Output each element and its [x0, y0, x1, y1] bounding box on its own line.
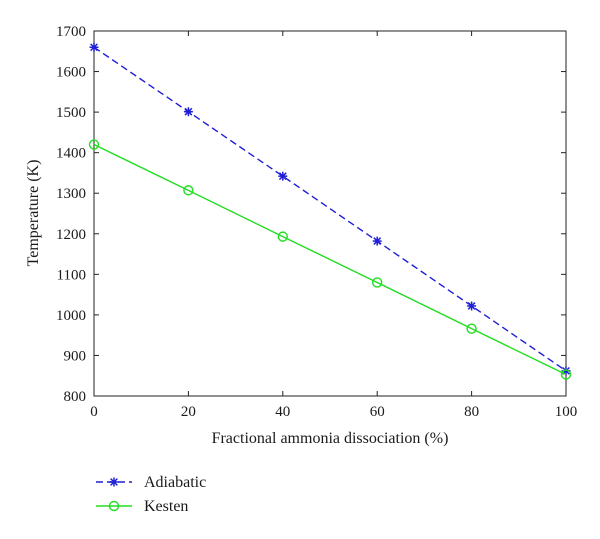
legend-label: Adiabatic — [144, 474, 206, 491]
circle-marker — [183, 185, 194, 196]
x-tick-label: 40 — [275, 404, 290, 420]
plot-area — [93, 30, 567, 397]
y-tick-label: 1700 — [56, 24, 86, 40]
x-tick-label: 100 — [555, 404, 578, 420]
series-line — [93, 143, 567, 376]
circle-marker — [466, 323, 477, 334]
y-tick-label: 1000 — [56, 308, 86, 324]
series-kesten — [88, 139, 572, 380]
x-tick-label: 0 — [90, 404, 98, 420]
y-tick-label: 1400 — [56, 146, 86, 162]
ticks-layer: 0 20 40 60 80 100 800 900 1000 1100 1200 1300 1400 15… — [56, 24, 577, 420]
y-tick-label: 1500 — [56, 105, 86, 121]
circle-marker — [88, 139, 100, 150]
asterisk-marker — [467, 301, 477, 311]
y-tick-label: 900 — [64, 348, 87, 364]
y-tick-label: 1600 — [56, 65, 86, 81]
asterisk-marker — [372, 236, 382, 246]
asterisk-marker — [183, 107, 193, 117]
y-tick-label: 1200 — [56, 227, 86, 243]
series-adiabatic — [89, 42, 571, 376]
series-line — [93, 46, 567, 372]
y-axis-title: Temperature (K) — [25, 160, 42, 267]
circle-marker — [372, 277, 383, 288]
x-tick-label: 60 — [370, 404, 385, 420]
asterisk-marker — [278, 171, 288, 181]
legend-label: Kesten — [144, 498, 188, 515]
x-axis-title: Fractional ammonia dissociation (%) — [212, 430, 449, 447]
y-tick-label: 1100 — [57, 267, 86, 283]
circle-marker — [108, 500, 120, 512]
legend-item-kesten: Kesten — [96, 498, 188, 515]
x-tick-label: 20 — [181, 404, 196, 420]
asterisk-marker — [89, 42, 99, 52]
asterisk-marker — [109, 477, 119, 487]
circle-marker — [277, 231, 288, 242]
x-tick-label: 80 — [464, 404, 479, 420]
series-layer — [88, 42, 572, 380]
legend-item-adiabatic: Adiabatic — [96, 474, 206, 491]
legend: Adiabatic Kesten — [96, 474, 206, 515]
circle-marker — [560, 369, 572, 380]
y-tick-label: 800 — [64, 389, 87, 405]
y-tick-label: 1300 — [56, 186, 86, 202]
